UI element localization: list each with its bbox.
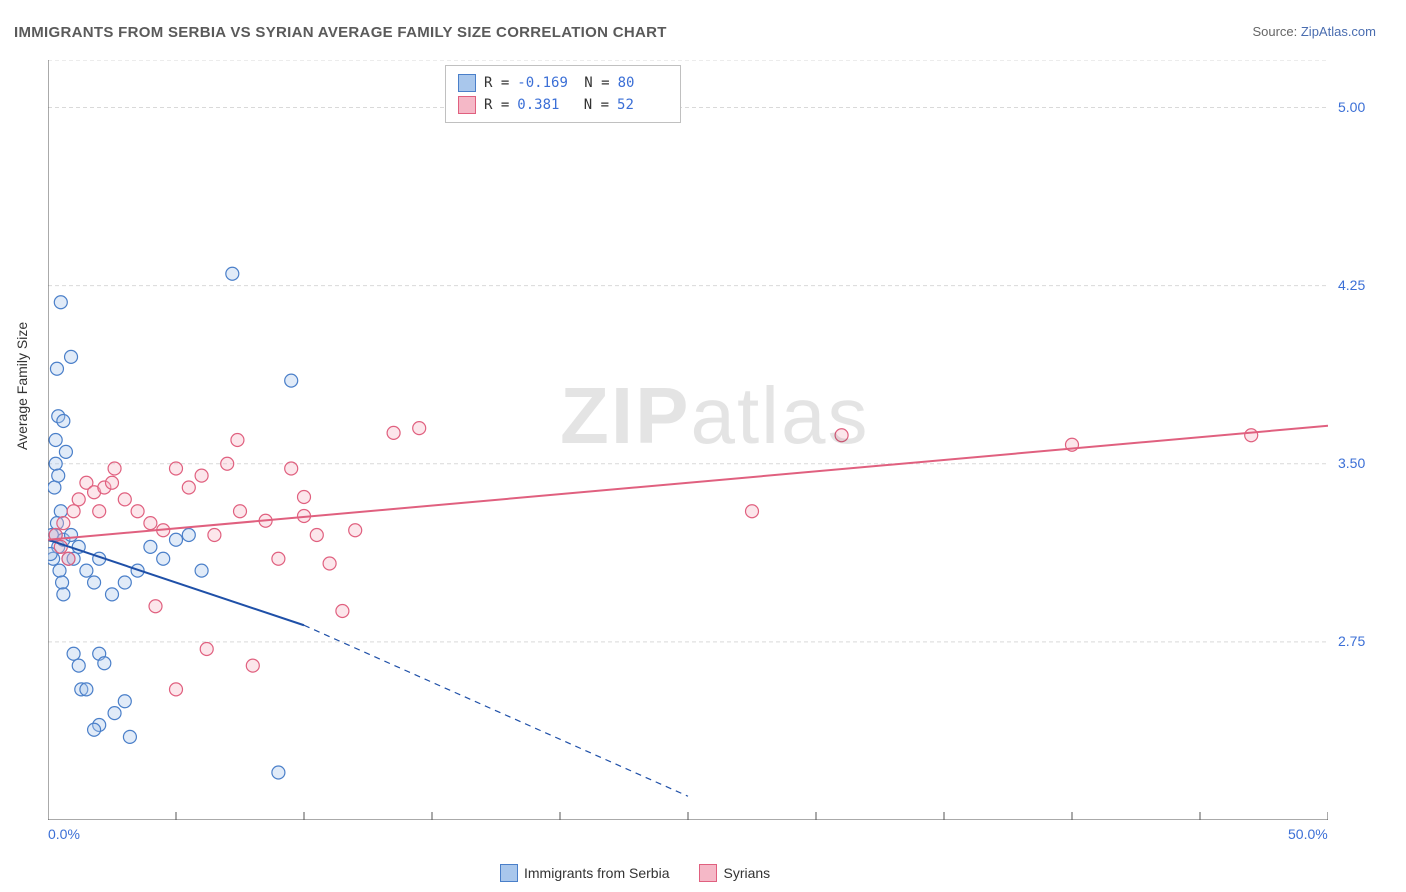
source-link[interactable]: ZipAtlas.com bbox=[1301, 24, 1376, 39]
legend-swatch bbox=[500, 864, 518, 882]
scatter-chart bbox=[48, 60, 1328, 820]
y-tick-label: 5.00 bbox=[1338, 99, 1365, 115]
r-value: 0.381 bbox=[517, 97, 567, 113]
legend-label: Immigrants from Serbia bbox=[524, 865, 669, 881]
source-attribution: Source: ZipAtlas.com bbox=[1252, 24, 1376, 39]
legend-swatch bbox=[699, 864, 717, 882]
correlation-legend: R = -0.169 N = 80R = 0.381 N = 52 bbox=[445, 65, 681, 123]
page-title: IMMIGRANTS FROM SERBIA VS SYRIAN AVERAGE… bbox=[14, 24, 667, 41]
legend-label: Syrians bbox=[723, 865, 770, 881]
legend-row: R = -0.169 N = 80 bbox=[458, 72, 668, 94]
legend-row: R = 0.381 N = 52 bbox=[458, 94, 668, 116]
legend-item: Immigrants from Serbia bbox=[500, 864, 669, 882]
y-tick-label: 2.75 bbox=[1338, 633, 1365, 649]
r-label: R = bbox=[484, 97, 509, 113]
r-value: -0.169 bbox=[517, 75, 568, 91]
y-axis-label: Average Family Size bbox=[14, 322, 30, 450]
r-label: R = bbox=[484, 75, 509, 91]
legend-item: Syrians bbox=[699, 864, 770, 882]
series-legend: Immigrants from Serbia Syrians bbox=[500, 864, 770, 882]
y-tick-label: 4.25 bbox=[1338, 277, 1365, 293]
legend-swatch bbox=[458, 74, 476, 92]
n-value: 52 bbox=[617, 97, 667, 113]
n-label: N = bbox=[575, 97, 609, 113]
n-label: N = bbox=[576, 75, 610, 91]
y-tick-label: 3.50 bbox=[1338, 455, 1365, 471]
legend-swatch bbox=[458, 96, 476, 114]
n-value: 80 bbox=[618, 75, 668, 91]
x-tick-label: 50.0% bbox=[1288, 826, 1328, 842]
x-tick-label: 0.0% bbox=[48, 826, 80, 842]
source-prefix: Source: bbox=[1252, 24, 1300, 39]
